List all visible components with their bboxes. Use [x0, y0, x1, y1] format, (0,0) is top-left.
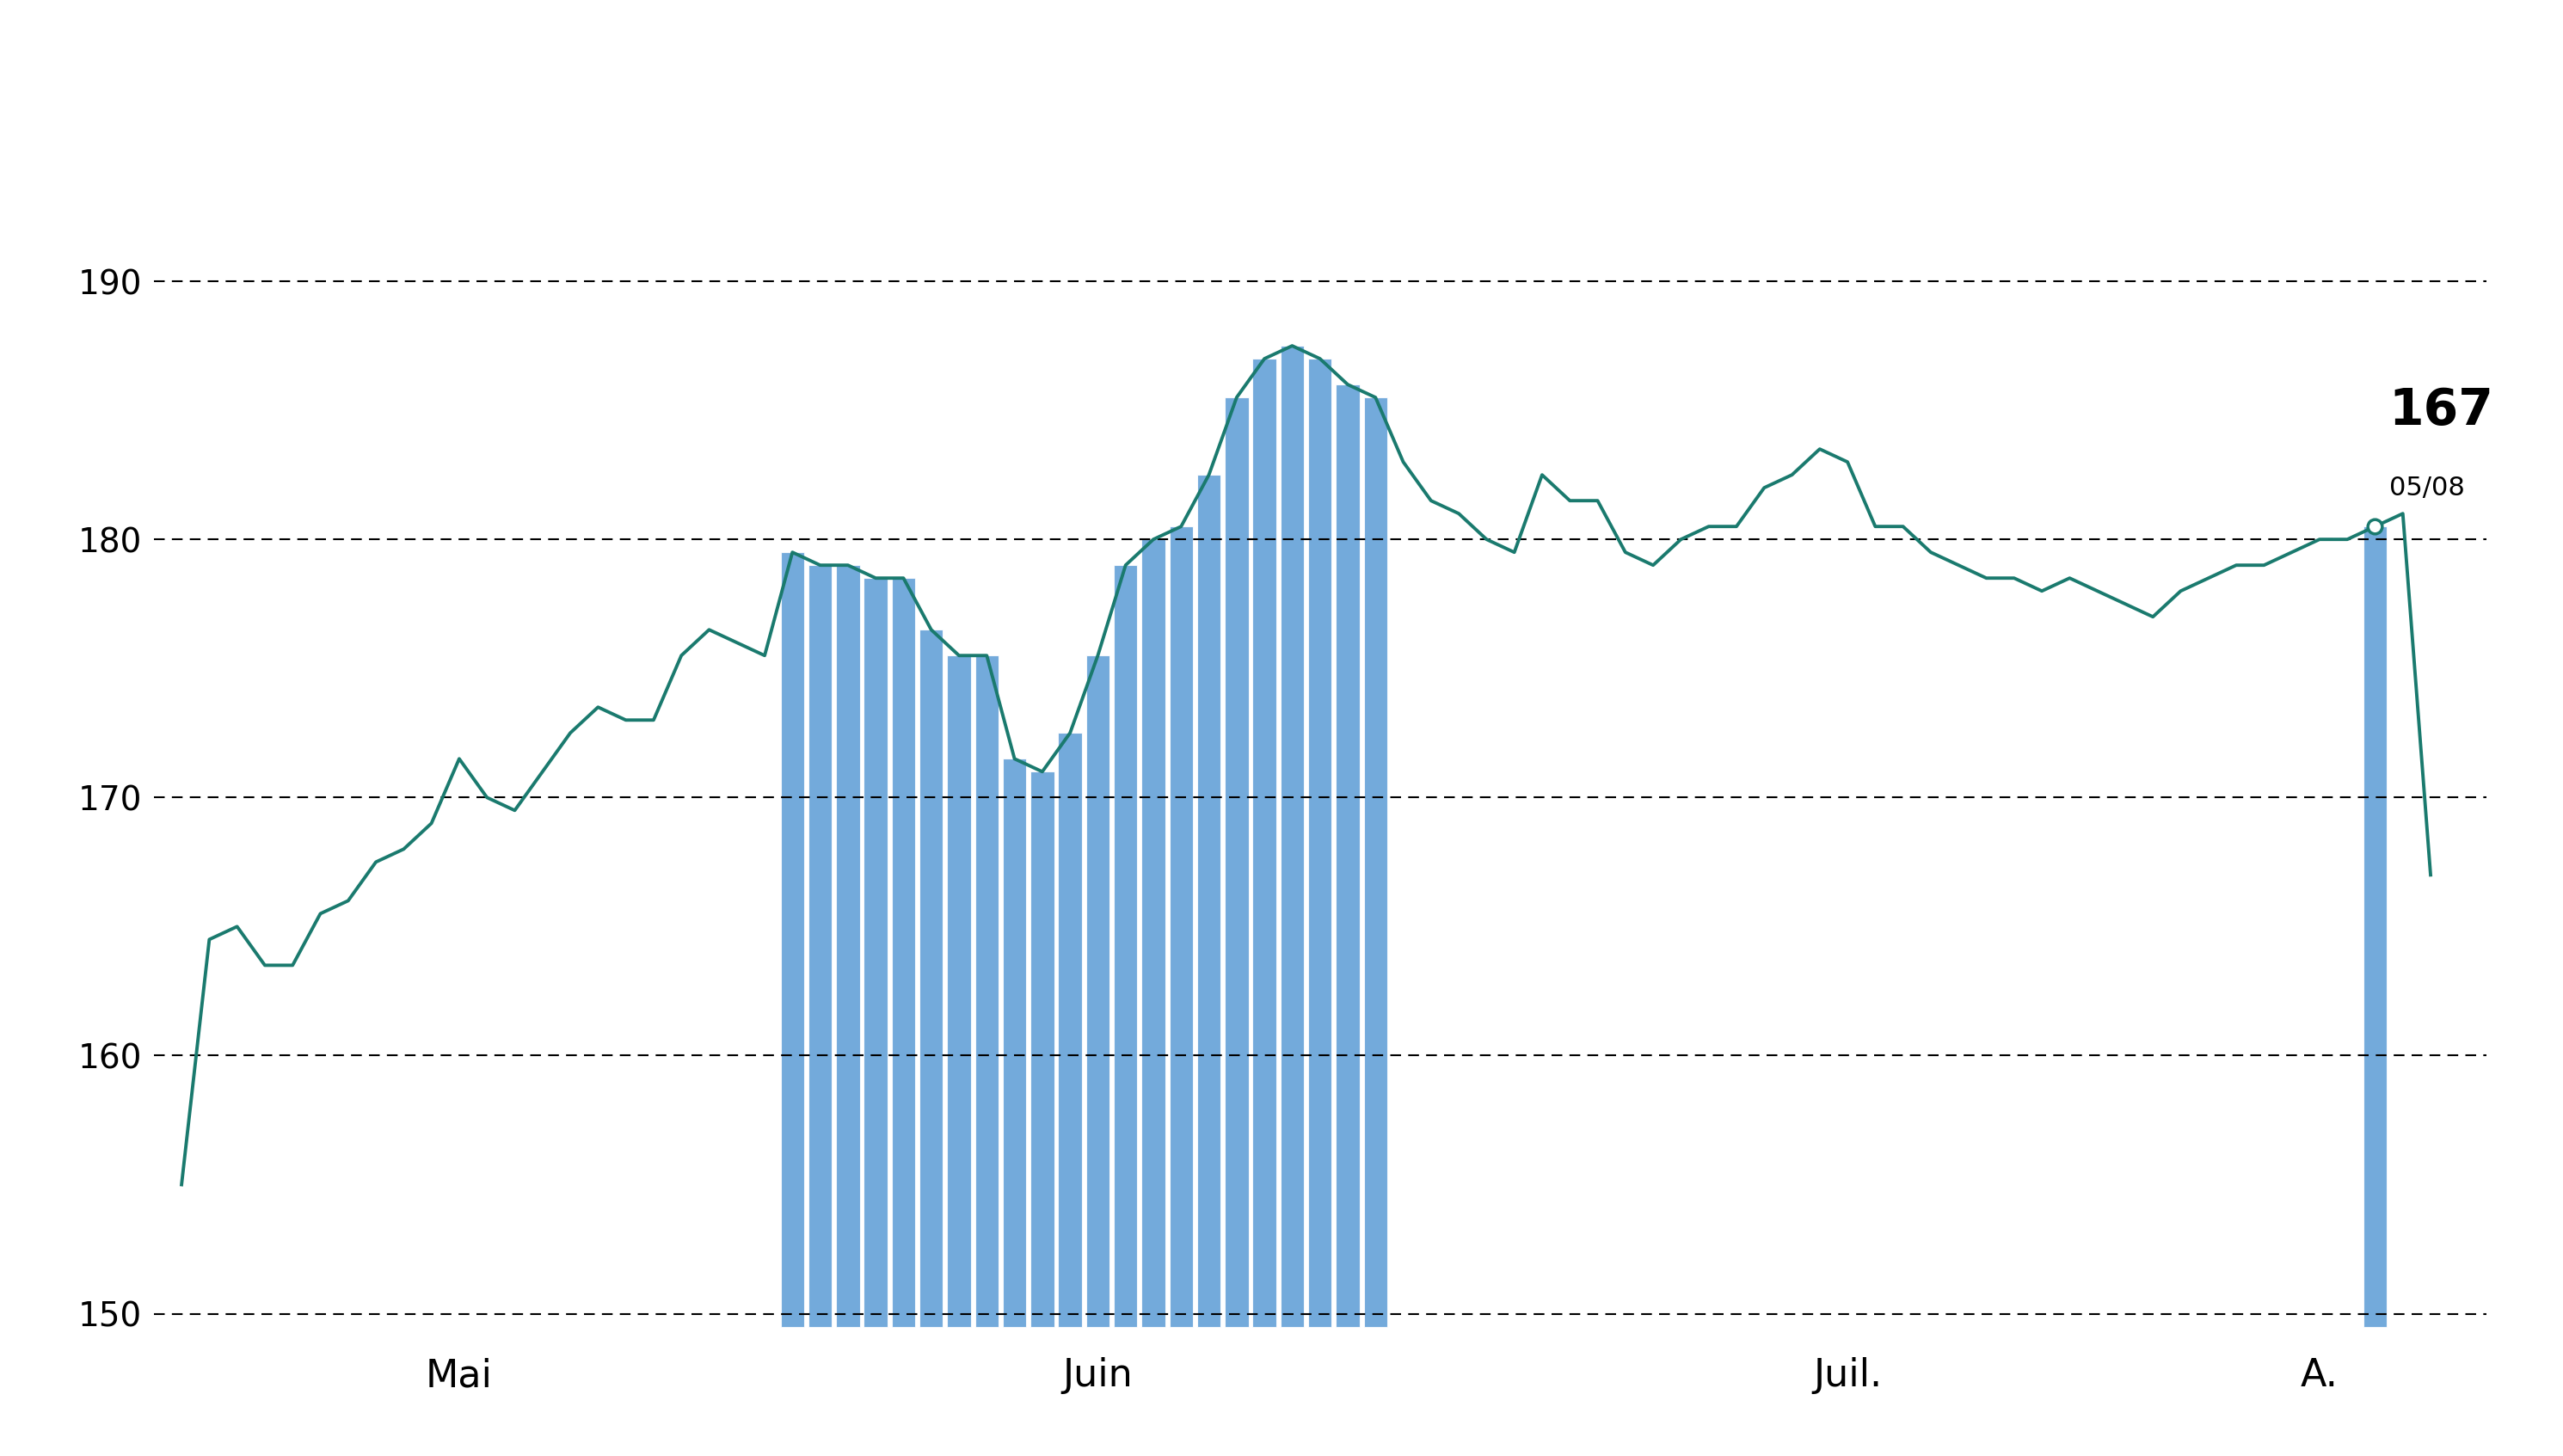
- Bar: [1282, 345, 1305, 1326]
- Text: Einhell Germany AG: Einhell Germany AG: [866, 51, 1697, 124]
- Bar: [1059, 732, 1082, 1326]
- Bar: [948, 655, 971, 1326]
- Bar: [974, 655, 1000, 1326]
- Text: 05/08: 05/08: [2389, 475, 2466, 501]
- Bar: [836, 565, 859, 1326]
- Bar: [782, 552, 805, 1326]
- Bar: [1335, 384, 1358, 1326]
- Bar: [2363, 527, 2386, 1326]
- Bar: [892, 578, 915, 1326]
- Bar: [1197, 475, 1220, 1326]
- Bar: [1087, 655, 1110, 1326]
- Bar: [1364, 397, 1387, 1326]
- Bar: [1002, 759, 1025, 1326]
- Bar: [1225, 397, 1248, 1326]
- Bar: [1030, 772, 1053, 1326]
- Bar: [1169, 527, 1192, 1326]
- Bar: [1253, 358, 1276, 1326]
- Bar: [807, 565, 833, 1326]
- Bar: [864, 578, 887, 1326]
- Text: 167: 167: [2389, 386, 2494, 435]
- Bar: [1115, 565, 1138, 1326]
- Bar: [1141, 539, 1166, 1326]
- Bar: [1307, 358, 1333, 1326]
- Bar: [920, 629, 943, 1326]
